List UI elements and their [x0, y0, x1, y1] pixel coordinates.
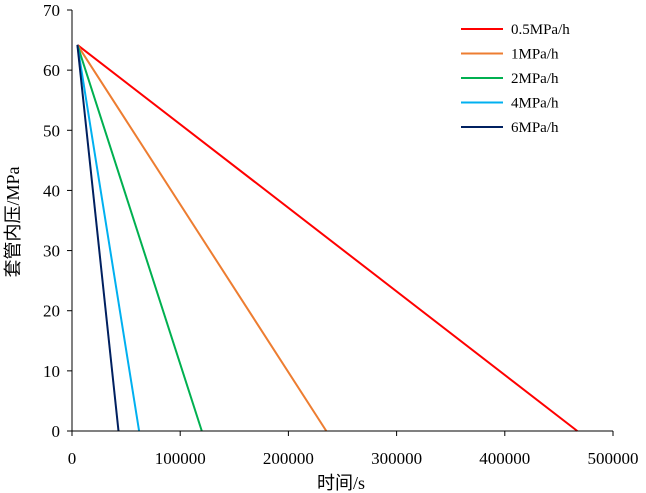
x-tick-label: 500000: [588, 449, 639, 468]
legend-label: 4MPa/h: [511, 96, 559, 112]
legend: 0.5MPa/h 1MPa/h 2MPa/h 4MPa/h 6MPa/h: [461, 22, 570, 136]
y-tick-label: 10: [43, 362, 60, 381]
series-line-3: [76, 44, 203, 432]
legend-label: 6MPa/h: [511, 120, 559, 136]
series-line-5: [76, 44, 120, 432]
y-axis-ticks: 0 10 20 30 40 50 60 70: [43, 1, 72, 441]
y-tick-label: 0: [52, 422, 61, 441]
x-tick-label: 200000: [263, 449, 314, 468]
x-tick-label: 100000: [155, 449, 206, 468]
series-layer: [76, 44, 578, 432]
y-tick-label: 50: [43, 121, 60, 140]
x-tick-label: 300000: [371, 449, 422, 468]
y-tick-label: 20: [43, 302, 60, 321]
legend-label: 2MPa/h: [511, 71, 559, 87]
axes: [71, 10, 613, 432]
y-tick-label: 40: [43, 181, 60, 200]
series-line-1: [76, 44, 578, 432]
y-tick-label: 70: [43, 1, 60, 20]
legend-label: 0.5MPa/h: [511, 22, 570, 38]
y-tick-label: 60: [43, 61, 60, 80]
x-tick-label: 400000: [479, 449, 530, 468]
series-line-2: [76, 44, 328, 432]
x-axis-ticks: 0 100000 200000 300000 400000 500000: [68, 431, 639, 468]
legend-label: 1MPa/h: [511, 47, 559, 63]
y-axis-title: 套管内压/MPa: [3, 166, 23, 277]
x-axis-title: 时间/s: [317, 473, 365, 493]
series-line-4: [76, 44, 141, 432]
x-tick-label: 0: [68, 449, 77, 468]
y-tick-label: 30: [43, 242, 60, 261]
